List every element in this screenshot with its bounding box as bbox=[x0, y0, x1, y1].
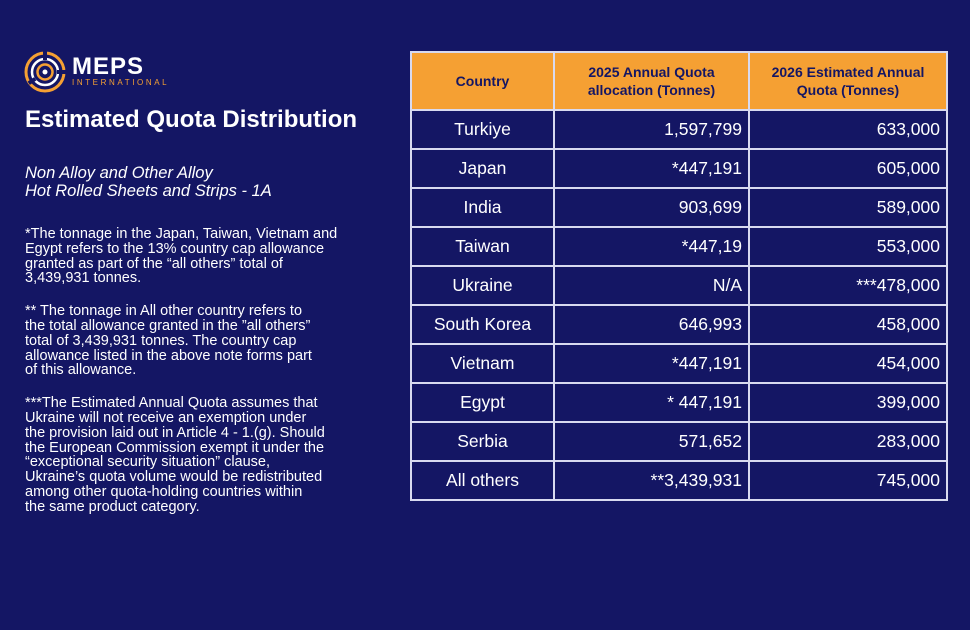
header-2026-quota-text: 2026 Estimated Annual Quota (Tonnes) bbox=[771, 64, 925, 98]
cell-2025-quota: 1,597,799 bbox=[553, 109, 750, 150]
cell-country: Egypt bbox=[410, 382, 555, 423]
meps-logo: MEPS INTERNATIONAL bbox=[24, 51, 169, 93]
cell-2026-quota: 589,000 bbox=[748, 187, 948, 228]
header-2025-quota-text: 2025 Annual Quota allocation (Tonnes) bbox=[587, 64, 716, 98]
cell-2025-quota: *447,19 bbox=[553, 226, 750, 267]
table-row: Taiwan *447,19 553,000 bbox=[410, 226, 948, 267]
table-row: Turkiye 1,597,799 633,000 bbox=[410, 109, 948, 150]
cell-country: Japan bbox=[410, 148, 555, 189]
table-row: India 903,699 589,000 bbox=[410, 187, 948, 228]
cell-2026-quota: ***478,000 bbox=[748, 265, 948, 306]
cell-2026-quota: 633,000 bbox=[748, 109, 948, 150]
cell-country: Vietnam bbox=[410, 343, 555, 384]
cell-2025-quota: *447,191 bbox=[553, 343, 750, 384]
cell-2025-quota: 903,699 bbox=[553, 187, 750, 228]
cell-country: Taiwan bbox=[410, 226, 555, 267]
cell-country: All others bbox=[410, 460, 555, 501]
cell-2025-quota: * 447,191 bbox=[553, 382, 750, 423]
cell-country: Serbia bbox=[410, 421, 555, 462]
cell-2026-quota: 745,000 bbox=[748, 460, 948, 501]
table-row: Vietnam *447,191 454,000 bbox=[410, 343, 948, 384]
product-subtitle: Non Alloy and Other Alloy Hot Rolled She… bbox=[25, 164, 272, 200]
cell-2026-quota: 399,000 bbox=[748, 382, 948, 423]
table-row: South Korea 646,993 458,000 bbox=[410, 304, 948, 345]
cell-2025-quota: 646,993 bbox=[553, 304, 750, 345]
header-2026-quota: 2026 Estimated Annual Quota (Tonnes) bbox=[748, 51, 948, 111]
cell-country: Turkiye bbox=[410, 109, 555, 150]
quota-table: Country 2025 Annual Quota allocation (To… bbox=[410, 51, 948, 501]
table-row: Japan *447,191 605,000 bbox=[410, 148, 948, 189]
header-2025-quota: 2025 Annual Quota allocation (Tonnes) bbox=[553, 51, 750, 111]
footnote-triple-star: ***The Estimated Annual Quota assumes th… bbox=[25, 395, 325, 515]
cell-2025-quota: *447,191 bbox=[553, 148, 750, 189]
cell-2025-quota: 571,652 bbox=[553, 421, 750, 462]
subtitle-line-1: Non Alloy and Other Alloy bbox=[25, 164, 213, 182]
footnote-single-star: *The tonnage in the Japan, Taiwan, Vietn… bbox=[25, 226, 338, 287]
cell-country: South Korea bbox=[410, 304, 555, 345]
table-row: Serbia 571,652 283,000 bbox=[410, 421, 948, 462]
cell-2026-quota: 605,000 bbox=[748, 148, 948, 189]
footnote-double-star: ** The tonnage in All other country refe… bbox=[25, 303, 312, 379]
table-header-row: Country 2025 Annual Quota allocation (To… bbox=[410, 51, 948, 111]
table-row: All others **3,439,931 745,000 bbox=[410, 460, 948, 501]
table-row: Egypt * 447,191 399,000 bbox=[410, 382, 948, 423]
cell-2026-quota: 283,000 bbox=[748, 421, 948, 462]
brand-name: MEPS bbox=[72, 53, 145, 80]
page-title: Estimated Quota Distribution bbox=[25, 106, 358, 133]
footnotes: *The tonnage in the Japan, Taiwan, Vietn… bbox=[25, 227, 375, 533]
meps-logo-icon bbox=[24, 51, 66, 93]
subtitle-line-2: Hot Rolled Sheets and Strips - 1A bbox=[25, 182, 272, 200]
cell-2025-quota: **3,439,931 bbox=[553, 460, 750, 501]
cell-2026-quota: 454,000 bbox=[748, 343, 948, 384]
cell-country: Ukraine bbox=[410, 265, 555, 306]
cell-2025-quota: N/A bbox=[553, 265, 750, 306]
header-country: Country bbox=[410, 51, 555, 111]
cell-2026-quota: 553,000 bbox=[748, 226, 948, 267]
brand-subtitle: INTERNATIONAL bbox=[72, 78, 170, 87]
table-row: Ukraine N/A ***478,000 bbox=[410, 265, 948, 306]
cell-2026-quota: 458,000 bbox=[748, 304, 948, 345]
cell-country: India bbox=[410, 187, 555, 228]
